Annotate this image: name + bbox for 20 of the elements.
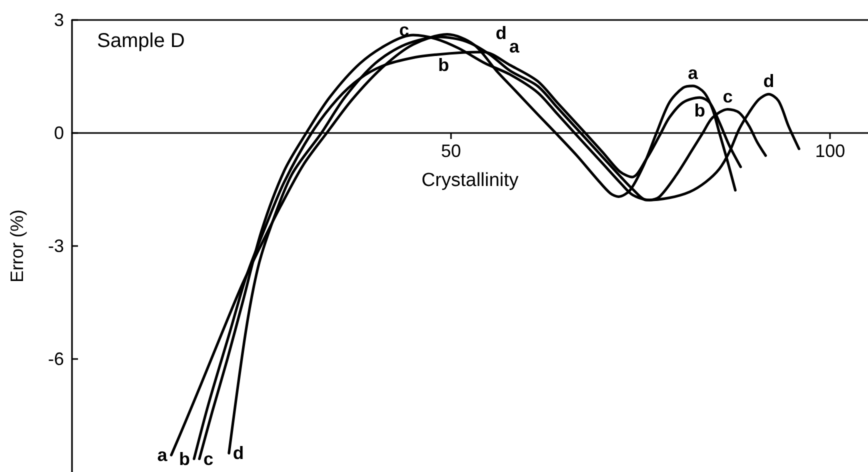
series-label: b: [438, 55, 450, 76]
x-tick-label: 50: [441, 141, 462, 161]
text: c: [722, 86, 733, 106]
series-label: c: [203, 448, 214, 469]
y-tick-label: 0: [54, 123, 64, 143]
y-axis-title: Error (%): [7, 210, 27, 282]
text: Sample D: [97, 30, 185, 52]
y-tick-label: -3: [48, 236, 64, 256]
text: d: [496, 22, 507, 43]
x-tick-label: 100: [815, 141, 846, 161]
y-tick-label: 3: [54, 10, 64, 30]
text: d: [763, 71, 774, 92]
text: a: [509, 36, 520, 56]
y-tick-label: -6: [48, 349, 64, 369]
x-axis-title: Crystallinity: [421, 170, 520, 191]
series-label: d: [232, 443, 244, 464]
text: b: [694, 100, 706, 121]
text: a: [157, 445, 168, 466]
text: b: [179, 448, 190, 469]
series-label: a: [688, 62, 699, 83]
